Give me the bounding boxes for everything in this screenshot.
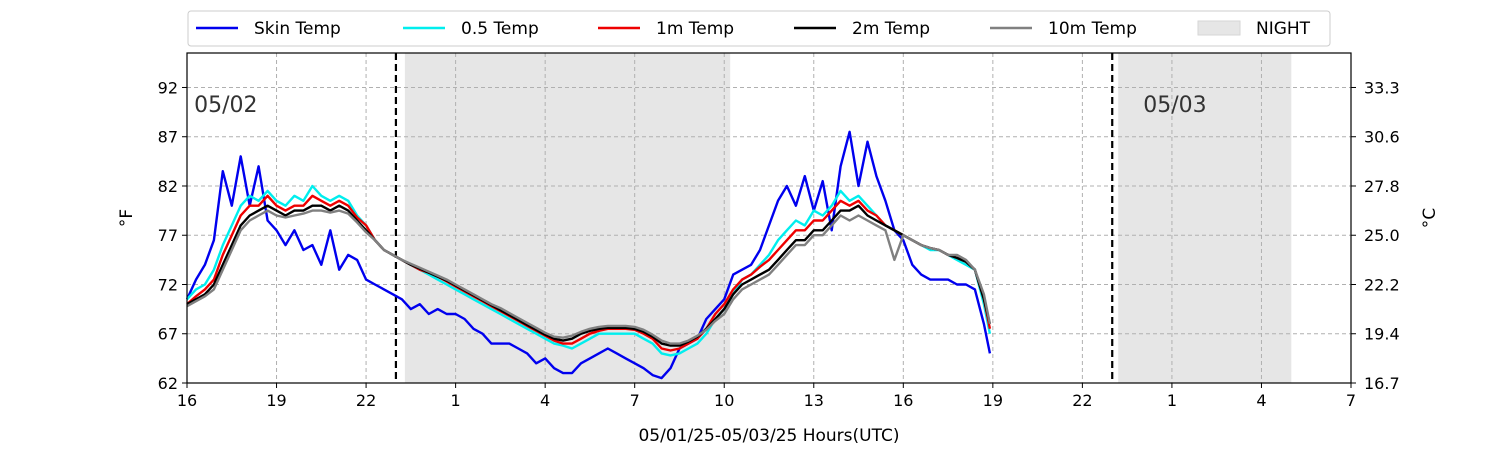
series-line-1m-temp xyxy=(186,194,992,352)
night-shading-layer xyxy=(404,53,1292,383)
legend-label-3: 2m Temp xyxy=(852,19,930,39)
x-tick-label-8: 16 xyxy=(893,391,913,410)
y-tick-label-3: 77 xyxy=(158,226,178,245)
day-divider-layer xyxy=(394,53,1114,383)
y-axis-title-left: °F xyxy=(117,209,137,227)
x-tick-label-1: 19 xyxy=(266,391,286,410)
y2-tick-label-5: 30.6 xyxy=(1364,128,1400,147)
legend-swatch-night xyxy=(1197,20,1241,36)
legend-label-1: 0.5 Temp xyxy=(461,19,539,39)
x-tick-label-6: 10 xyxy=(714,391,734,410)
grid-layer xyxy=(187,53,1351,383)
y-tick-label-0: 62 xyxy=(158,374,178,393)
ticks-layer: 16 19 22 1 4 7 10 13 16 19 22 1 4 7 62 67 72 77 82 87 92 16.7… xyxy=(158,78,1400,410)
x-tick-label-9: 19 xyxy=(983,391,1003,410)
x-tick-label-2: 22 xyxy=(356,391,376,410)
y-tick-label-1: 67 xyxy=(158,325,178,344)
date-labels: 05/02 05/03 xyxy=(194,93,1207,118)
x-tick-label-0: 16 xyxy=(177,391,197,410)
date-label-0: 05/02 xyxy=(194,93,257,118)
series-line-2m-temp xyxy=(186,204,992,347)
series-line-0-5-temp xyxy=(186,184,992,357)
series-line-skin-temp xyxy=(185,130,992,380)
legend-box xyxy=(187,10,1331,47)
legend-label-0: Skin Temp xyxy=(254,19,341,39)
series-layer xyxy=(185,130,992,380)
x-tick-label-5: 7 xyxy=(630,391,640,410)
x-tick-label-4: 4 xyxy=(540,391,550,410)
x-tick-label-12: 4 xyxy=(1256,391,1266,410)
y2-tick-label-1: 19.4 xyxy=(1364,325,1400,344)
y-axis-title-right: °C xyxy=(1420,208,1440,228)
y2-tick-label-2: 22.2 xyxy=(1364,275,1400,294)
y-tick-label-4: 82 xyxy=(158,177,178,196)
series-line-10m-temp xyxy=(186,209,992,345)
x-tick-label-13: 7 xyxy=(1346,391,1356,410)
y-tick-label-5: 87 xyxy=(158,128,178,147)
legend-label-5: NIGHT xyxy=(1256,19,1311,39)
night-band-1 xyxy=(1118,53,1292,383)
y2-tick-label-0: 16.7 xyxy=(1364,374,1400,393)
x-axis-title: 05/01/25-05/03/25 Hours(UTC) xyxy=(638,426,899,446)
x-tick-label-11: 1 xyxy=(1167,391,1177,410)
y-tick-label-2: 72 xyxy=(158,275,178,294)
night-band-0 xyxy=(404,53,731,383)
date-label-1: 05/03 xyxy=(1143,93,1206,118)
legend-label-2: 1m Temp xyxy=(656,19,734,39)
legend-label-4: 10m Temp xyxy=(1048,19,1137,39)
plot-frame xyxy=(186,52,1352,384)
x-tick-label-7: 13 xyxy=(804,391,824,410)
y-tick-label-6: 92 xyxy=(158,78,178,97)
legend: Skin Temp 0.5 Temp 1m Temp 2m Temp 10m Temp N… xyxy=(187,10,1331,47)
y2-tick-label-6: 33.3 xyxy=(1364,78,1400,97)
y2-tick-label-3: 25.0 xyxy=(1364,226,1400,245)
x-tick-label-10: 22 xyxy=(1072,391,1092,410)
y2-tick-label-4: 27.8 xyxy=(1364,177,1400,196)
x-tick-label-3: 1 xyxy=(451,391,461,410)
